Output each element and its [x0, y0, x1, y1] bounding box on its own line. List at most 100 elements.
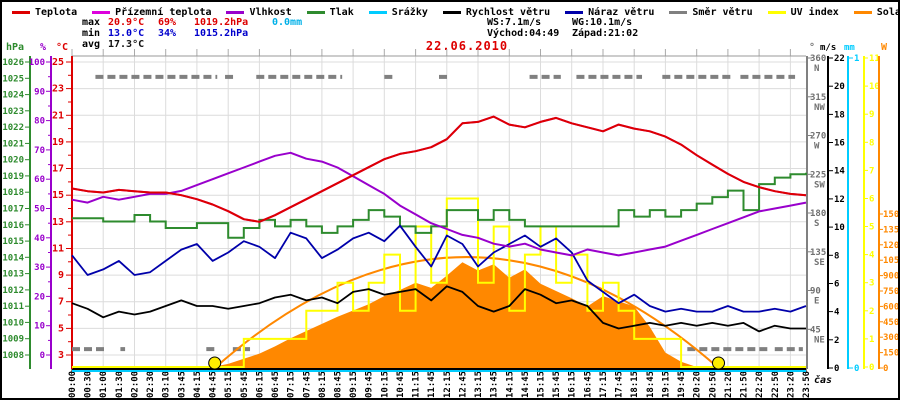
svg-text:12:45: 12:45 [458, 371, 468, 398]
svg-text:05:15: 05:15 [224, 371, 234, 398]
svg-text:900: 900 [883, 272, 899, 282]
svg-text:2: 2 [869, 307, 874, 317]
svg-text:90: 90 [810, 287, 821, 297]
legend-label: Náraz větru [588, 7, 655, 18]
legend-item-smer-vetru: Směr větru [669, 7, 753, 18]
rain-total: 0.0mm [272, 17, 303, 28]
svg-text:22:20: 22:20 [755, 371, 765, 398]
svg-text:8: 8 [834, 251, 839, 261]
wind-stats-row: WS:7.1m/s WG:10.1m/s [487, 17, 638, 28]
svg-text:9: 9 [58, 270, 64, 281]
svg-text:1014: 1014 [2, 253, 24, 263]
svg-text:17:45: 17:45 [615, 371, 625, 398]
svg-text:16:15: 16:15 [568, 371, 578, 398]
legend-label: Směr větru [692, 7, 753, 18]
svg-text:19: 19 [52, 137, 64, 148]
teplota-swatch-icon [12, 11, 30, 14]
uv-index-swatch-icon [767, 11, 786, 14]
svg-text:W: W [814, 142, 820, 152]
svg-text:30: 30 [34, 263, 45, 273]
min-label: min [82, 28, 101, 39]
svg-text:22: 22 [834, 54, 845, 64]
sunrise-time: Východ:04:49 [487, 28, 560, 39]
svg-text:mm: mm [844, 43, 855, 53]
svg-text:14:15: 14:15 [505, 371, 515, 398]
svg-text:09:45: 09:45 [365, 371, 375, 398]
svg-text:E: E [814, 297, 819, 307]
svg-text:225: 225 [810, 170, 826, 180]
solar-swatch-icon [853, 11, 872, 14]
svg-text:1023: 1023 [2, 107, 24, 117]
svg-text:04:45: 04:45 [209, 371, 219, 398]
wind-speed-max: WS:7.1m/s [487, 17, 542, 28]
svg-text:15: 15 [52, 190, 64, 201]
legend-label: Teplota [35, 7, 78, 18]
svg-text:10: 10 [869, 82, 880, 92]
svg-text:21:20: 21:20 [724, 371, 734, 398]
wind-sun-block: WS:7.1m/s WG:10.1m/s Východ:04:49 Západ:21… [487, 17, 638, 39]
svg-text:08:15: 08:15 [318, 371, 328, 398]
svg-text:16:45: 16:45 [583, 371, 593, 398]
svg-text:135: 135 [810, 248, 826, 258]
svg-text:5: 5 [58, 323, 64, 334]
svg-text:20: 20 [834, 82, 845, 92]
svg-text:17: 17 [52, 164, 64, 175]
svg-text:11: 11 [869, 54, 880, 64]
svg-text:10: 10 [834, 223, 845, 233]
svg-text:1015: 1015 [2, 237, 24, 247]
svg-text:N: N [814, 64, 819, 74]
svg-text:1050: 1050 [883, 256, 900, 266]
svg-text:150: 150 [883, 349, 899, 359]
svg-text:6: 6 [869, 195, 874, 205]
svg-text:1011: 1011 [2, 302, 24, 312]
svg-text:10:15: 10:15 [380, 371, 390, 398]
svg-text:01:30: 01:30 [115, 371, 125, 398]
max-humidity: 69% [158, 17, 177, 28]
svg-text:NE: NE [814, 335, 825, 345]
svg-text:1018: 1018 [2, 188, 24, 198]
svg-text:1025: 1025 [2, 74, 24, 84]
svg-text:1017: 1017 [2, 205, 24, 215]
svg-text:SW: SW [814, 180, 825, 190]
svg-text:02:00: 02:00 [131, 371, 141, 398]
svg-text:9: 9 [869, 110, 874, 120]
svg-text:10: 10 [34, 322, 45, 332]
svg-text:12: 12 [834, 195, 845, 205]
svg-text:07:45: 07:45 [302, 371, 312, 398]
svg-text:360: 360 [810, 54, 826, 64]
svg-text:50: 50 [34, 205, 45, 215]
rychlost-vetru-swatch-icon [442, 11, 461, 14]
min-pressure: 1015.2hPa [194, 28, 249, 39]
svg-text:1012: 1012 [2, 286, 24, 296]
svg-text:750: 750 [883, 287, 899, 297]
svg-text:14:45: 14:45 [521, 371, 531, 398]
svg-text:450: 450 [883, 318, 899, 328]
svg-text:NW: NW [814, 103, 825, 113]
svg-text:1200: 1200 [883, 241, 900, 251]
svg-text:70: 70 [34, 146, 45, 156]
svg-text:08:45: 08:45 [334, 371, 344, 398]
svg-text:300: 300 [883, 333, 899, 343]
avg-label: avg [82, 39, 101, 50]
legend-item-solar: Solar [853, 7, 898, 18]
svg-text:45: 45 [810, 325, 821, 335]
svg-text:315: 315 [810, 93, 826, 103]
svg-text:SE: SE [814, 258, 825, 268]
svg-text:3: 3 [58, 350, 64, 361]
svg-text:80: 80 [34, 117, 45, 127]
svg-text:1019: 1019 [2, 172, 24, 182]
legend-label: Tlak [329, 7, 354, 18]
svg-text:0: 0 [883, 364, 888, 374]
sunset-time: Západ:21:02 [572, 28, 639, 39]
naraz-vetru-swatch-icon [565, 11, 584, 14]
max-label: max [82, 17, 101, 28]
svg-text:12:15: 12:15 [443, 371, 453, 398]
svg-text:07:15: 07:15 [287, 371, 297, 398]
svg-text:1013: 1013 [2, 270, 24, 280]
svg-text:20:50: 20:50 [708, 371, 718, 398]
svg-text:15:15: 15:15 [537, 371, 547, 398]
wind-gust-max: WG:10.1m/s [572, 17, 633, 28]
svg-text:0: 0 [834, 364, 839, 374]
